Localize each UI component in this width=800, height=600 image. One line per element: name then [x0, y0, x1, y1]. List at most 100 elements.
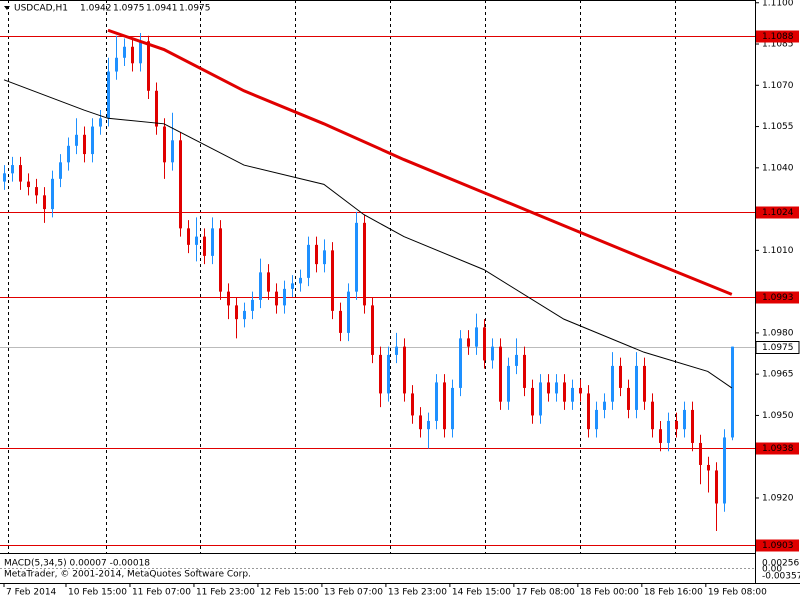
candle-body — [251, 299, 254, 311]
level-label: 1.1024 — [762, 208, 794, 218]
candle-body — [523, 354, 526, 388]
candle-body — [235, 305, 238, 320]
candle-body — [59, 162, 62, 179]
macd-scale-label: 0.00 — [762, 565, 782, 575]
level-label: 1.1088 — [762, 32, 794, 42]
candle-body — [435, 382, 438, 421]
candle-body — [371, 305, 374, 355]
candle-body — [715, 470, 718, 504]
y-tick-label: 1.0920 — [762, 493, 794, 503]
candle-body — [595, 409, 598, 430]
candle-body — [243, 310, 246, 320]
level-label-bg — [756, 442, 799, 455]
copyright: MetaTrader, © 2001-2014, MetaQuotes Soft… — [4, 570, 251, 580]
y-tick-label: 1.1085 — [762, 40, 794, 50]
candle-body — [571, 387, 574, 402]
candle-body — [603, 401, 606, 410]
level-label: 1.0903 — [762, 541, 794, 551]
candle-body — [547, 382, 550, 394]
header-value: 1.0975 — [113, 4, 145, 14]
x-tick-label: 14 Feb 15:00 — [452, 588, 511, 598]
candle-body — [155, 90, 158, 127]
candle-body — [171, 140, 174, 163]
candle-body — [667, 420, 670, 443]
candle-body — [651, 401, 654, 430]
candle-body — [587, 393, 590, 430]
candle-body — [99, 118, 102, 127]
candle-body — [179, 140, 182, 229]
y-tick-label: 1.0950 — [762, 411, 794, 421]
header: USDCAD,H1 — [14, 4, 68, 14]
candle-body — [219, 228, 222, 292]
y-tick-label: 1.1070 — [762, 81, 794, 91]
candle-body — [555, 382, 558, 394]
y-tick-label: 1.1040 — [762, 163, 794, 173]
candle-body — [675, 420, 678, 430]
candle-body — [467, 338, 470, 347]
macd-scale-label: 0.00256 — [762, 559, 799, 569]
header-value: 1.0941 — [146, 4, 178, 14]
candle-body — [211, 228, 214, 256]
macd-title: MACD(5,34,5) 0.00007 -0.00018 — [4, 559, 150, 569]
candle-body — [427, 420, 430, 430]
candle-body — [475, 327, 478, 347]
candle-body — [355, 222, 358, 292]
candle-body — [259, 272, 262, 300]
candle-body — [443, 382, 446, 430]
header-value: 1.0975 — [179, 4, 211, 14]
level-label: 1.0938 — [762, 444, 794, 454]
candle-body — [67, 145, 70, 163]
candle-body — [203, 236, 206, 256]
candle-body — [459, 338, 462, 388]
candle-body — [131, 46, 134, 64]
candle-body — [187, 228, 190, 245]
candle-body — [315, 244, 318, 265]
y-tick-label: 1.0965 — [762, 370, 794, 380]
candle-body — [307, 244, 310, 278]
candle-body — [275, 291, 278, 306]
candle-body — [403, 346, 406, 394]
y-tick-label: 1.1055 — [762, 122, 794, 132]
x-tick-label: 12 Feb 15:00 — [260, 588, 319, 598]
candle-body — [659, 429, 662, 443]
moving-average — [107, 28, 733, 296]
candle-body — [347, 291, 350, 333]
x-tick-label: 7 Feb 2014 — [6, 588, 57, 598]
candle-body — [699, 442, 702, 465]
candle-body — [91, 126, 94, 155]
candle-body — [107, 71, 110, 119]
candle-body — [683, 409, 686, 430]
x-tick-label: 18 Feb 16:00 — [644, 588, 703, 598]
candle-body — [419, 415, 422, 430]
y-tick-label: 1.1100 — [762, 0, 794, 8]
candle-body — [339, 310, 342, 333]
candle-body — [139, 41, 142, 64]
last-price-bg — [755, 341, 800, 354]
candle-body — [499, 346, 502, 402]
x-tick-label: 13 Feb 07:00 — [324, 588, 383, 598]
level-label-bg — [756, 206, 799, 219]
candle-body — [611, 365, 614, 402]
candle-body — [363, 222, 366, 306]
candle-body — [227, 291, 230, 306]
level-label-bg — [756, 30, 799, 43]
candle-body — [323, 250, 326, 265]
y-tick-label: 1.1010 — [762, 246, 794, 256]
candle-body — [635, 365, 638, 410]
candle-body — [707, 464, 710, 471]
candle-body — [491, 346, 494, 361]
moving-average — [3, 79, 733, 389]
x-tick-label: 17 Feb 08:00 — [516, 588, 575, 598]
candle-body — [731, 346, 734, 438]
candle-body — [3, 173, 6, 182]
candle-body — [11, 165, 14, 174]
x-tick-label: 19 Feb 08:00 — [708, 588, 767, 598]
candle-body — [163, 126, 166, 163]
candle-body — [35, 187, 38, 196]
candle-body — [515, 354, 518, 366]
candle-body — [387, 354, 390, 394]
x-tick-label: 11 Feb 23:00 — [196, 588, 255, 598]
